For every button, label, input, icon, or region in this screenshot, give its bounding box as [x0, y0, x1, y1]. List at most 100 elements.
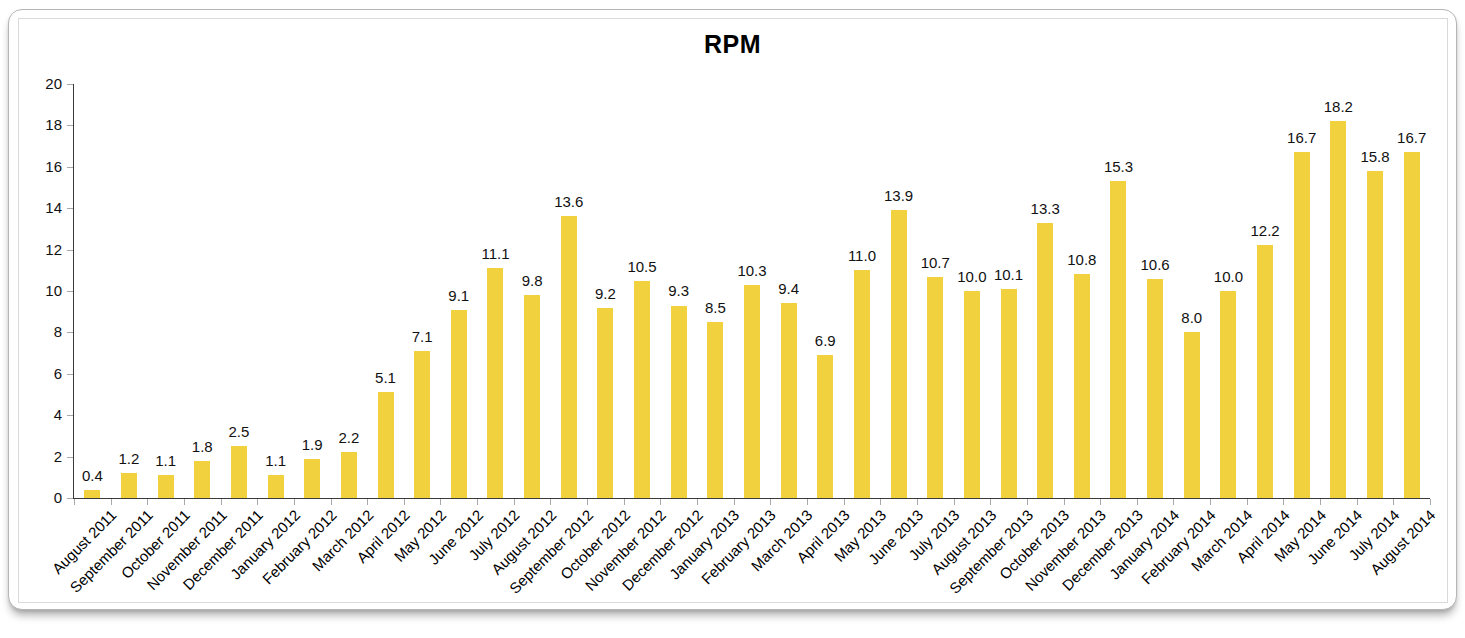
x-axis-tick-mark: [734, 499, 735, 505]
bar-value-label: 10.7: [905, 255, 965, 270]
bar: [707, 322, 723, 498]
x-axis-tick-mark: [1430, 499, 1431, 505]
plot-area: 024681012141618200.4August 20111.2Septem…: [73, 84, 1430, 499]
bar: [1257, 245, 1273, 498]
bar-value-label: 16.7: [1272, 130, 1332, 145]
bar: [304, 459, 320, 498]
bar-value-label: 9.8: [502, 273, 562, 288]
bar-value-label: 10.1: [979, 267, 1039, 282]
bar-value-label: 13.6: [539, 194, 599, 209]
bar-value-label: 13.3: [1015, 201, 1075, 216]
y-axis-tick-mark: [67, 457, 73, 458]
bar-value-label: 18.2: [1308, 99, 1368, 114]
bar-value-label: 1.1: [136, 453, 196, 468]
bar: [1184, 332, 1200, 498]
x-axis-tick-mark: [550, 499, 551, 505]
x-axis-tick-mark: [477, 499, 478, 505]
bar-value-label: 2.5: [209, 424, 269, 439]
y-axis-tick-label: 20: [22, 76, 62, 92]
bar: [1220, 291, 1236, 498]
x-axis-tick-mark: [587, 499, 588, 505]
bar-value-label: 6.9: [795, 333, 855, 348]
x-axis-tick-mark: [1210, 499, 1211, 505]
x-axis-tick-mark: [917, 499, 918, 505]
x-axis-tick-mark: [624, 499, 625, 505]
bar-value-label: 7.1: [392, 329, 452, 344]
bar-value-label: 10.0: [1198, 269, 1258, 284]
bar-value-label: 9.4: [759, 281, 819, 296]
bar: [231, 446, 247, 498]
chart-card: RPM 024681012141618200.4August 20111.2Se…: [8, 9, 1457, 610]
bar-value-label: 5.1: [356, 370, 416, 385]
bar-value-label: 10.5: [612, 259, 672, 274]
x-axis-tick-mark: [221, 499, 222, 505]
bar: [781, 303, 797, 498]
x-axis-tick-mark: [294, 499, 295, 505]
bar: [1294, 152, 1310, 498]
bar: [158, 475, 174, 498]
bar: [1404, 152, 1420, 498]
y-axis-tick-mark: [67, 250, 73, 251]
bar: [1367, 171, 1383, 498]
bar: [121, 473, 137, 498]
bar: [451, 310, 467, 498]
bar: [817, 355, 833, 498]
bar: [964, 291, 980, 498]
x-axis-tick-mark: [1137, 499, 1138, 505]
bar: [927, 277, 943, 498]
bar-value-label: 1.1: [246, 453, 306, 468]
chart-title: RPM: [9, 30, 1456, 59]
bar-value-label: 2.2: [319, 430, 379, 445]
x-axis-tick-mark: [954, 499, 955, 505]
x-axis-tick-mark: [1357, 499, 1358, 505]
bar-value-label: 12.2: [1235, 223, 1295, 238]
bar: [1147, 279, 1163, 498]
x-axis-tick-mark: [367, 499, 368, 505]
bar: [1330, 121, 1346, 498]
bar: [1037, 223, 1053, 498]
x-axis-tick-mark: [1283, 499, 1284, 505]
y-axis-tick-label: 12: [22, 242, 62, 258]
x-axis-tick-mark: [880, 499, 881, 505]
x-axis-tick-mark: [111, 499, 112, 505]
bar: [854, 270, 870, 498]
bar: [84, 490, 100, 498]
bar-value-label: 8.5: [685, 300, 745, 315]
y-axis-tick-mark: [67, 84, 73, 85]
bar: [1110, 181, 1126, 498]
bar-value-label: 1.8: [172, 439, 232, 454]
bar: [268, 475, 284, 498]
y-axis-tick-mark: [67, 415, 73, 416]
x-axis-tick-mark: [404, 499, 405, 505]
y-axis-tick-label: 10: [22, 283, 62, 299]
bar-value-label: 13.9: [869, 188, 929, 203]
x-axis-tick-mark: [807, 499, 808, 505]
y-axis-tick-label: 16: [22, 159, 62, 175]
bar: [597, 308, 613, 498]
x-axis-tick-mark: [514, 499, 515, 505]
x-axis-tick-mark: [770, 499, 771, 505]
bar: [194, 461, 210, 498]
bar: [341, 452, 357, 498]
bar-value-label: 15.3: [1088, 159, 1148, 174]
x-axis-tick-mark: [331, 499, 332, 505]
y-axis-tick-label: 6: [22, 366, 62, 382]
y-axis-tick-mark: [67, 332, 73, 333]
y-axis-tick-label: 8: [22, 324, 62, 340]
y-axis-tick-label: 2: [22, 449, 62, 465]
bar-value-label: 15.8: [1345, 149, 1405, 164]
y-axis-tick-label: 4: [22, 407, 62, 423]
bar-value-label: 9.1: [429, 288, 489, 303]
y-axis-tick-label: 14: [22, 200, 62, 216]
bar-value-label: 10.6: [1125, 257, 1185, 272]
x-axis-tick-mark: [1320, 499, 1321, 505]
bar: [414, 351, 430, 498]
bar: [378, 392, 394, 498]
x-axis-tick-mark: [844, 499, 845, 505]
y-axis-tick-mark: [67, 374, 73, 375]
x-axis-tick-mark: [184, 499, 185, 505]
y-axis-tick-mark: [67, 291, 73, 292]
bar: [671, 306, 687, 499]
bar-value-label: 8.0: [1162, 310, 1222, 325]
x-axis-tick-mark: [660, 499, 661, 505]
